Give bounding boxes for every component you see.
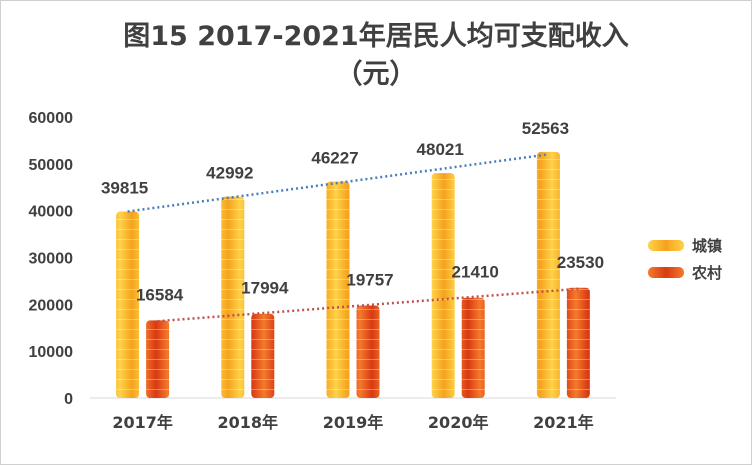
data-label: 42992 [206, 164, 253, 183]
data-label: 19757 [346, 270, 393, 289]
y-tick-label: 30000 [29, 251, 74, 268]
y-tick-label: 50000 [29, 157, 74, 174]
chart-title-line1: 图15 2017-2021年居民人均可支配收入 [123, 21, 629, 52]
legend-swatch-rural [648, 267, 684, 278]
legend-label-urban: 城镇 [692, 237, 722, 255]
chart-title-line2: （元） [335, 59, 417, 90]
bar-urban [431, 173, 455, 398]
x-tick-label: 2019年 [323, 413, 384, 432]
bar-rural [356, 305, 380, 398]
x-tick-label: 2017年 [112, 413, 173, 432]
y-tick-label: 20000 [29, 297, 74, 314]
bar-rural [461, 297, 485, 398]
data-label: 21410 [452, 263, 499, 282]
bar-urban [326, 181, 350, 398]
trendline-urban [127, 153, 549, 213]
x-tick-label: 2021年 [533, 413, 594, 432]
y-tick-label: 40000 [29, 204, 74, 221]
trendline-rural [157, 287, 579, 323]
x-tick-label: 2020年 [428, 413, 489, 432]
y-tick-label: 10000 [29, 344, 74, 361]
bar-urban [116, 211, 140, 398]
data-label: 16584 [136, 285, 184, 304]
data-label: 23530 [557, 253, 604, 272]
data-label: 52563 [522, 119, 569, 138]
y-tick-label: 60000 [29, 110, 74, 127]
x-tick-label: 2018年 [218, 413, 279, 432]
bar-rural [566, 287, 590, 398]
bar-urban [221, 196, 245, 398]
data-label: 46227 [311, 149, 358, 168]
data-label: 17994 [241, 279, 289, 298]
bar-rural [146, 320, 170, 398]
bar-urban [536, 151, 560, 398]
y-tick-label: 0 [64, 391, 73, 408]
data-label: 48021 [417, 140, 464, 159]
legend-swatch-urban [648, 240, 684, 251]
legend-label-rural: 农村 [691, 264, 722, 282]
bar-rural [251, 313, 275, 398]
data-label: 39815 [101, 179, 148, 198]
